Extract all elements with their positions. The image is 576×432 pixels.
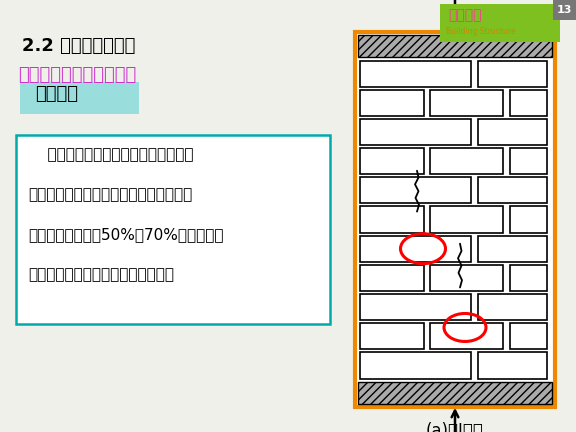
Bar	[360, 90, 423, 116]
Bar	[430, 148, 503, 174]
Bar	[360, 177, 471, 203]
Bar	[478, 119, 547, 145]
Text: (a)第Ⅰ阶段: (a)第Ⅰ阶段	[426, 422, 484, 432]
Text: 2.2 砌体的受压性能: 2.2 砌体的受压性能	[22, 37, 135, 55]
Text: 建筑结构: 建筑结构	[448, 8, 482, 22]
Bar	[355, 32, 555, 407]
Text: 从砌体开始受压到单块砖出现裂缝。: 从砌体开始受压到单块砖出现裂缝。	[28, 147, 194, 162]
Bar	[478, 353, 547, 378]
Bar	[510, 90, 547, 116]
Text: 荷载不增加，裂缝也不会继续扩大。: 荷载不增加，裂缝也不会继续扩大。	[28, 267, 174, 282]
FancyBboxPatch shape	[16, 135, 330, 324]
Text: 第一阶段: 第一阶段	[35, 85, 78, 103]
Bar	[478, 177, 547, 203]
Bar	[553, 0, 576, 20]
Bar	[478, 60, 547, 87]
Text: 一、砌体的受压破坏特征: 一、砌体的受压破坏特征	[18, 66, 137, 84]
Bar	[478, 294, 547, 320]
Bar	[360, 323, 423, 349]
FancyBboxPatch shape	[440, 4, 560, 42]
Text: 13: 13	[557, 5, 572, 15]
Bar	[510, 206, 547, 232]
Bar	[510, 148, 547, 174]
Text: 出现第一条（或第一批）裂缝时的荷载约: 出现第一条（或第一批）裂缝时的荷载约	[28, 187, 192, 202]
Bar	[430, 323, 503, 349]
Bar	[510, 265, 547, 291]
Bar	[430, 206, 503, 232]
Bar	[360, 60, 471, 87]
FancyBboxPatch shape	[20, 82, 139, 114]
Bar	[510, 323, 547, 349]
Bar	[360, 148, 423, 174]
Bar	[360, 265, 423, 291]
Bar	[358, 382, 552, 404]
Bar	[360, 206, 423, 232]
Bar	[360, 353, 471, 378]
Bar	[430, 265, 503, 291]
Bar	[478, 235, 547, 262]
Bar	[358, 35, 552, 57]
Text: Building Structure: Building Structure	[446, 27, 516, 36]
Bar	[360, 235, 471, 262]
Bar	[360, 119, 471, 145]
Bar	[360, 294, 471, 320]
Bar	[430, 90, 503, 116]
Text: 为砌体极限荷载的50%～70%，此时如果: 为砌体极限荷载的50%～70%，此时如果	[28, 227, 223, 242]
